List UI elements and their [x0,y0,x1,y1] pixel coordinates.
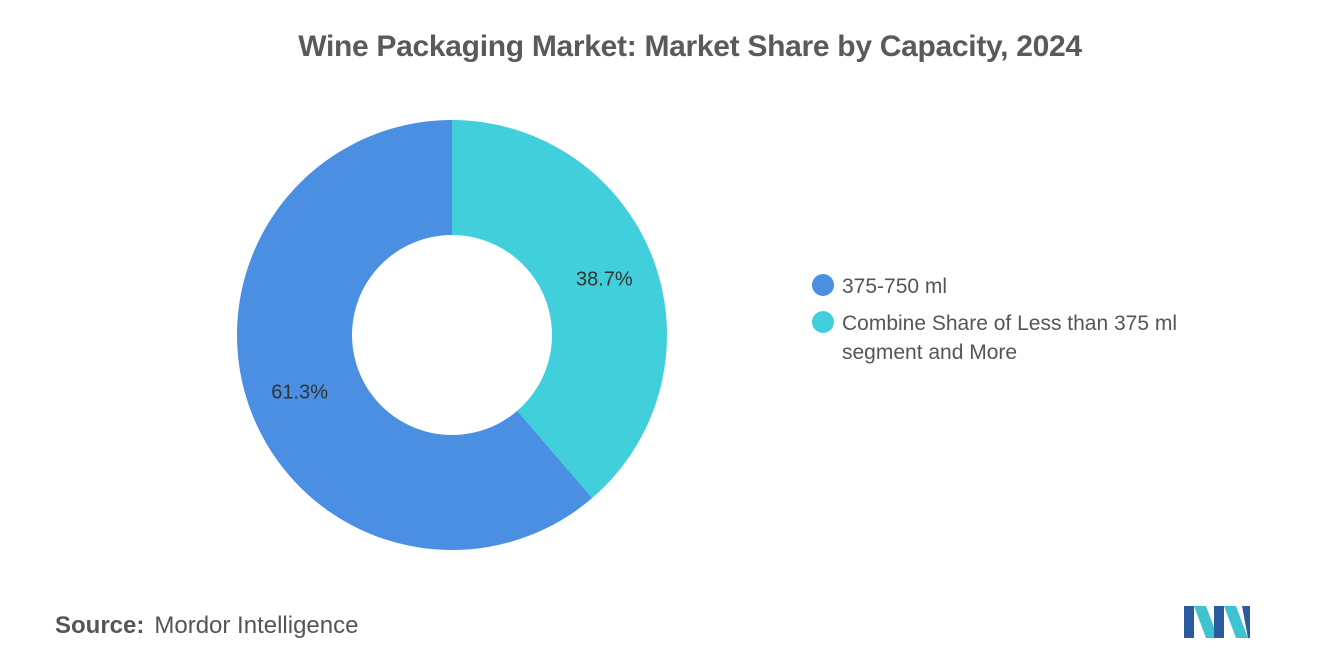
slice-label-0: 61.3% [271,381,328,403]
donut-slice-0 [236,120,593,550]
legend: 375-750 ml Combine Share of Less than 37… [812,272,1232,375]
slice-label-1: 38.7% [576,269,633,291]
source-value: Mordor Intelligence [154,612,359,639]
donut-slices [236,120,667,550]
legend-swatch-0 [812,274,834,296]
mordor-intelligence-logo-icon [1184,606,1250,638]
legend-label-1: Combine Share of Less than 375 ml segmen… [842,312,1178,364]
source-key: Source: [55,612,145,639]
legend-item-0: 375-750 ml [812,272,1232,301]
source-note: Source: Mordor Intelligence [55,612,358,640]
legend-label-0: 375-750 ml [842,275,948,298]
legend-item-1: Combine Share of Less than 375 ml segmen… [812,309,1232,367]
chart-title: Wine Packaging Market: Market Share by C… [298,30,1082,63]
donut-slice-1 [452,120,667,499]
slice-labels: 38.7% 61.3% [271,269,633,404]
legend-swatch-1 [812,311,834,333]
